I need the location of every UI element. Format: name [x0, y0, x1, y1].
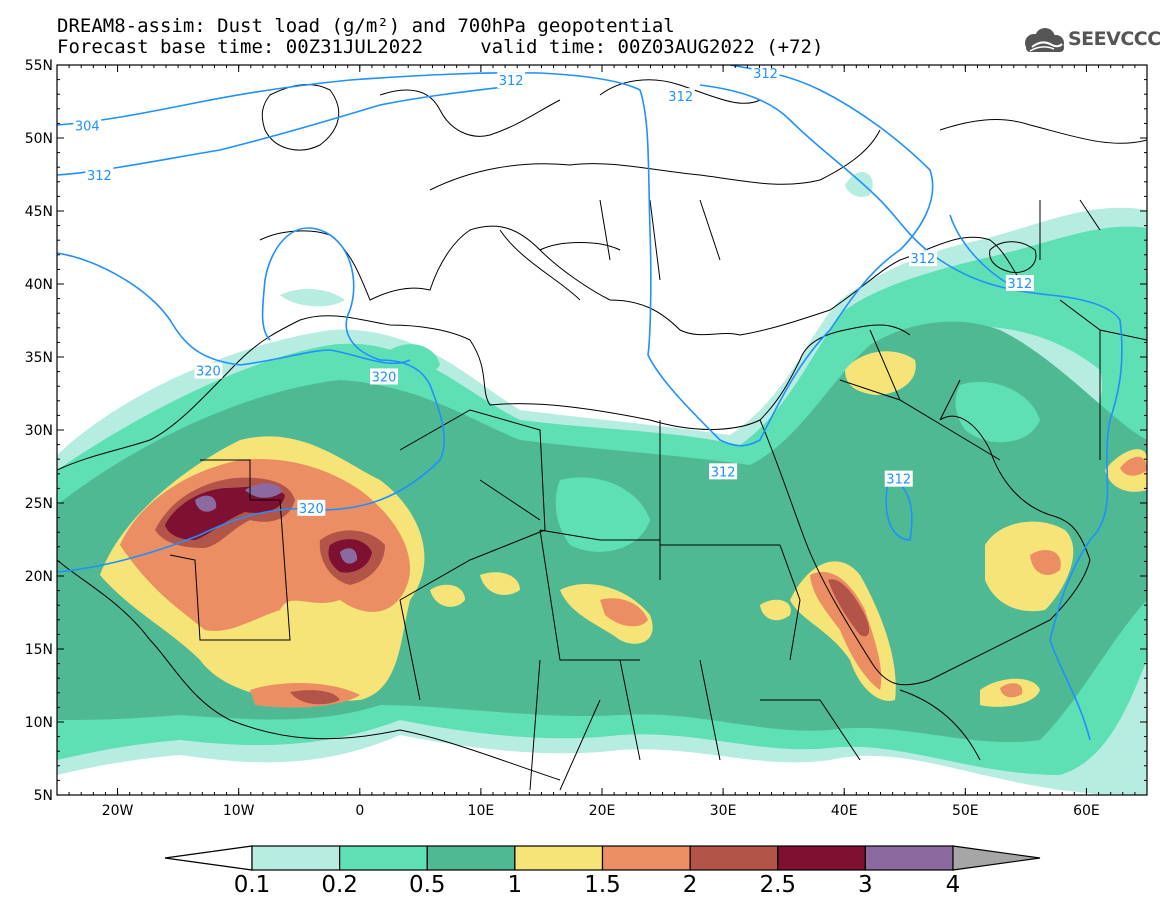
- contour-label-bg: [497, 72, 526, 89]
- colorbar-over-triangle: [952, 845, 1041, 871]
- contour-label: 312: [911, 252, 936, 267]
- colorbar-tick-label: 2.5: [759, 872, 796, 898]
- colorbar-tick-label: 0.5: [409, 872, 446, 898]
- colorbar-segment: [339, 845, 428, 871]
- lon-tick-label: 20W: [102, 803, 134, 819]
- colorbar-segment: [864, 845, 954, 871]
- lon-tick-label: 0: [355, 803, 364, 819]
- colorbar: 0.1 0.2 0.5 1 1.5 2 2.5 3 4: [164, 845, 1041, 898]
- lon-tick-label: 60E: [1073, 803, 1100, 819]
- colorbar-tick-label: 4: [946, 872, 961, 898]
- contour-label-bg: [85, 166, 114, 183]
- contour-label: 320: [299, 502, 324, 517]
- contour-label: 320: [196, 365, 221, 380]
- lon-tick-label: 50E: [952, 803, 979, 819]
- lat-tick-label: 10N: [25, 715, 53, 731]
- contour-labels: 304 312 312 312 312 312 312 312 312 320 320 320: [73, 64, 1034, 517]
- contour-label: 312: [1007, 277, 1032, 292]
- coastlines: [57, 79, 1147, 791]
- colorbar-under-triangle: [164, 845, 253, 871]
- lon-tick-label: 20E: [589, 803, 616, 819]
- contour-label-bg: [908, 250, 937, 267]
- contour-label-bg: [751, 64, 780, 81]
- lat-tick-label: 50N: [25, 131, 53, 147]
- logo-text: SEEVCCC: [1068, 28, 1161, 50]
- contour-label: 312: [711, 465, 736, 480]
- contour-label: 312: [499, 74, 524, 89]
- colorbar-segment: [251, 845, 341, 871]
- latitude-axis: 55N 50N 45N 40N 35N 30N 25N 20N 15N 10N 5N: [25, 58, 1147, 804]
- contour-label: 312: [668, 90, 693, 105]
- map-title: DREAM8-assim: Dust load (g/m²) and 700hP…: [57, 15, 675, 37]
- lat-tick-label: 30N: [25, 423, 53, 439]
- contour-label: 312: [753, 67, 778, 82]
- lat-tick-label: 45N: [25, 204, 53, 220]
- colorbar-tick-label: 3: [858, 872, 873, 898]
- colorbar-tick-label: 0.1: [234, 872, 271, 898]
- contour-label-bg: [1005, 275, 1034, 291]
- contour-label-bg: [73, 117, 102, 134]
- map-subtitle: Forecast base time: 00Z31JUL2022 valid t…: [57, 36, 824, 58]
- colorbar-tick-label: 2: [683, 872, 698, 898]
- lat-tick-label: 15N: [25, 642, 53, 658]
- colorbar-tick-label: 1.5: [584, 872, 621, 898]
- lat-tick-label: 35N: [25, 350, 53, 366]
- lon-tick-label: 10E: [468, 803, 495, 819]
- contour-label-bg: [370, 368, 398, 385]
- colorbar-tick-label: 0.2: [321, 872, 358, 898]
- geopotential-contours: [57, 65, 1123, 741]
- lat-tick-label: 25N: [25, 496, 53, 512]
- colorbar-segment: [426, 845, 516, 871]
- contour-label: 312: [886, 473, 911, 488]
- colorbar-segment: [689, 845, 779, 871]
- contour-label-bg: [709, 463, 738, 480]
- lon-tick-label: 30E: [710, 803, 737, 819]
- colorbar-tick-label: 1: [508, 872, 523, 898]
- lat-tick-label: 5N: [34, 788, 53, 804]
- lat-tick-label: 55N: [25, 58, 53, 74]
- dust-field: [57, 171, 1147, 795]
- contour-label: 304: [75, 119, 100, 134]
- lon-tick-label: 10W: [223, 803, 255, 819]
- colorbar-segment: [777, 845, 866, 871]
- longitude-axis: 20W 10W 0 10E 20E 30E 40E 50E 60E: [56, 65, 1148, 819]
- contour-label: 312: [87, 169, 112, 184]
- contour-label: 320: [372, 370, 397, 385]
- cloud-icon: [1025, 28, 1064, 52]
- contour-label-bg: [884, 470, 913, 487]
- colorbar-segment: [514, 845, 604, 871]
- contour-label-bg: [194, 362, 223, 379]
- lon-tick-label: 40E: [831, 803, 858, 819]
- lat-tick-label: 40N: [25, 277, 53, 293]
- colorbar-segment: [601, 845, 691, 871]
- contour-label-bg: [297, 499, 326, 516]
- contour-label-bg: [666, 88, 695, 105]
- lat-tick-label: 20N: [25, 569, 53, 585]
